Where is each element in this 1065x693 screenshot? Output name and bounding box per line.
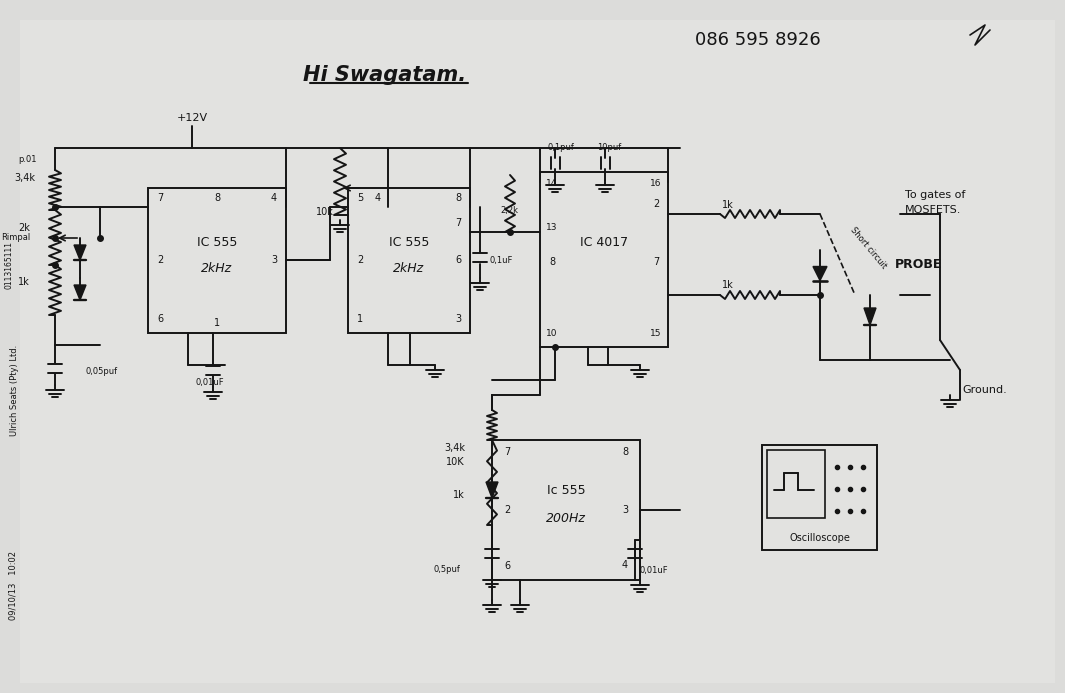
Text: Ground.: Ground. — [962, 385, 1006, 395]
Text: 10k: 10k — [316, 207, 334, 217]
Text: 15: 15 — [651, 328, 661, 337]
Bar — [148, 188, 286, 333]
Text: 8: 8 — [214, 193, 220, 203]
Text: IC 4017: IC 4017 — [580, 236, 628, 249]
Text: 2: 2 — [157, 255, 163, 265]
Text: 2: 2 — [357, 255, 363, 265]
Bar — [492, 440, 640, 580]
Text: 2kHz: 2kHz — [393, 261, 425, 274]
Text: 0,1puf: 0,1puf — [547, 143, 574, 152]
Bar — [761, 445, 876, 550]
Text: IC 555: IC 555 — [197, 236, 237, 249]
Bar — [767, 450, 825, 518]
Text: 1k: 1k — [722, 200, 734, 210]
Text: 0,1uF: 0,1uF — [490, 256, 513, 265]
Text: 086 595 8926: 086 595 8926 — [695, 31, 821, 49]
Bar — [540, 172, 668, 347]
Text: Short circuit: Short circuit — [848, 225, 888, 270]
Text: 0,01uF: 0,01uF — [640, 565, 669, 574]
Text: 2kHz: 2kHz — [201, 261, 232, 274]
Text: 3: 3 — [622, 505, 628, 515]
Text: 3: 3 — [455, 314, 461, 324]
Text: 4: 4 — [622, 560, 628, 570]
Text: 2: 2 — [504, 505, 510, 515]
Text: 8: 8 — [548, 257, 555, 267]
Text: Oscilloscope: Oscilloscope — [789, 533, 850, 543]
Text: 1k: 1k — [454, 490, 465, 500]
Text: 2,2k: 2,2k — [499, 206, 518, 215]
Text: 10K: 10K — [446, 457, 465, 467]
Text: 13: 13 — [546, 222, 558, 231]
Text: Ic 555: Ic 555 — [546, 484, 586, 496]
Text: 10puf: 10puf — [597, 143, 621, 152]
Text: 7: 7 — [455, 218, 461, 228]
Text: 8: 8 — [455, 193, 461, 203]
Text: 8: 8 — [622, 447, 628, 457]
Text: 14: 14 — [546, 179, 558, 188]
Text: 1: 1 — [357, 314, 363, 324]
Text: 0,01uF: 0,01uF — [196, 378, 225, 387]
Polygon shape — [73, 285, 86, 300]
Text: MOSFETS.: MOSFETS. — [905, 205, 962, 215]
Text: +12V: +12V — [177, 113, 208, 123]
Text: 3,4k: 3,4k — [14, 173, 35, 183]
Text: PROBE: PROBE — [895, 258, 943, 272]
Text: 200Hz: 200Hz — [546, 511, 586, 525]
Text: 09/10/13   10:02: 09/10/13 10:02 — [9, 550, 17, 620]
Text: 16: 16 — [651, 179, 661, 188]
Text: Ulrich Seats (Pty) Ltd.: Ulrich Seats (Pty) Ltd. — [10, 344, 19, 436]
Polygon shape — [73, 245, 86, 260]
Polygon shape — [813, 267, 828, 281]
Text: 5: 5 — [357, 193, 363, 203]
Text: 4: 4 — [375, 193, 381, 203]
Text: To gates of: To gates of — [905, 190, 965, 200]
Polygon shape — [486, 482, 498, 498]
Text: 0113165111: 0113165111 — [4, 241, 13, 289]
Text: p.01: p.01 — [18, 155, 36, 164]
Text: IC 555: IC 555 — [389, 236, 429, 249]
Text: 3,4k: 3,4k — [444, 443, 465, 453]
Text: 4: 4 — [271, 193, 277, 203]
Text: 0,5puf: 0,5puf — [433, 565, 460, 574]
Text: 2: 2 — [653, 199, 659, 209]
Text: 7: 7 — [157, 193, 163, 203]
Text: 6: 6 — [504, 561, 510, 571]
Text: Rimpal: Rimpal — [1, 234, 30, 243]
Text: Hi Swagatam.: Hi Swagatam. — [304, 65, 466, 85]
Text: 1k: 1k — [18, 277, 30, 287]
Text: 2k: 2k — [18, 223, 30, 233]
Text: 1k: 1k — [722, 280, 734, 290]
Text: 3: 3 — [271, 255, 277, 265]
Text: 1: 1 — [214, 318, 220, 328]
Text: 6: 6 — [455, 255, 461, 265]
Text: 7: 7 — [653, 257, 659, 267]
Text: 7: 7 — [504, 447, 510, 457]
Text: 6: 6 — [157, 314, 163, 324]
Text: 10: 10 — [546, 328, 558, 337]
Text: 0,05puf: 0,05puf — [85, 367, 117, 376]
Polygon shape — [864, 308, 876, 325]
Bar — [348, 188, 470, 333]
